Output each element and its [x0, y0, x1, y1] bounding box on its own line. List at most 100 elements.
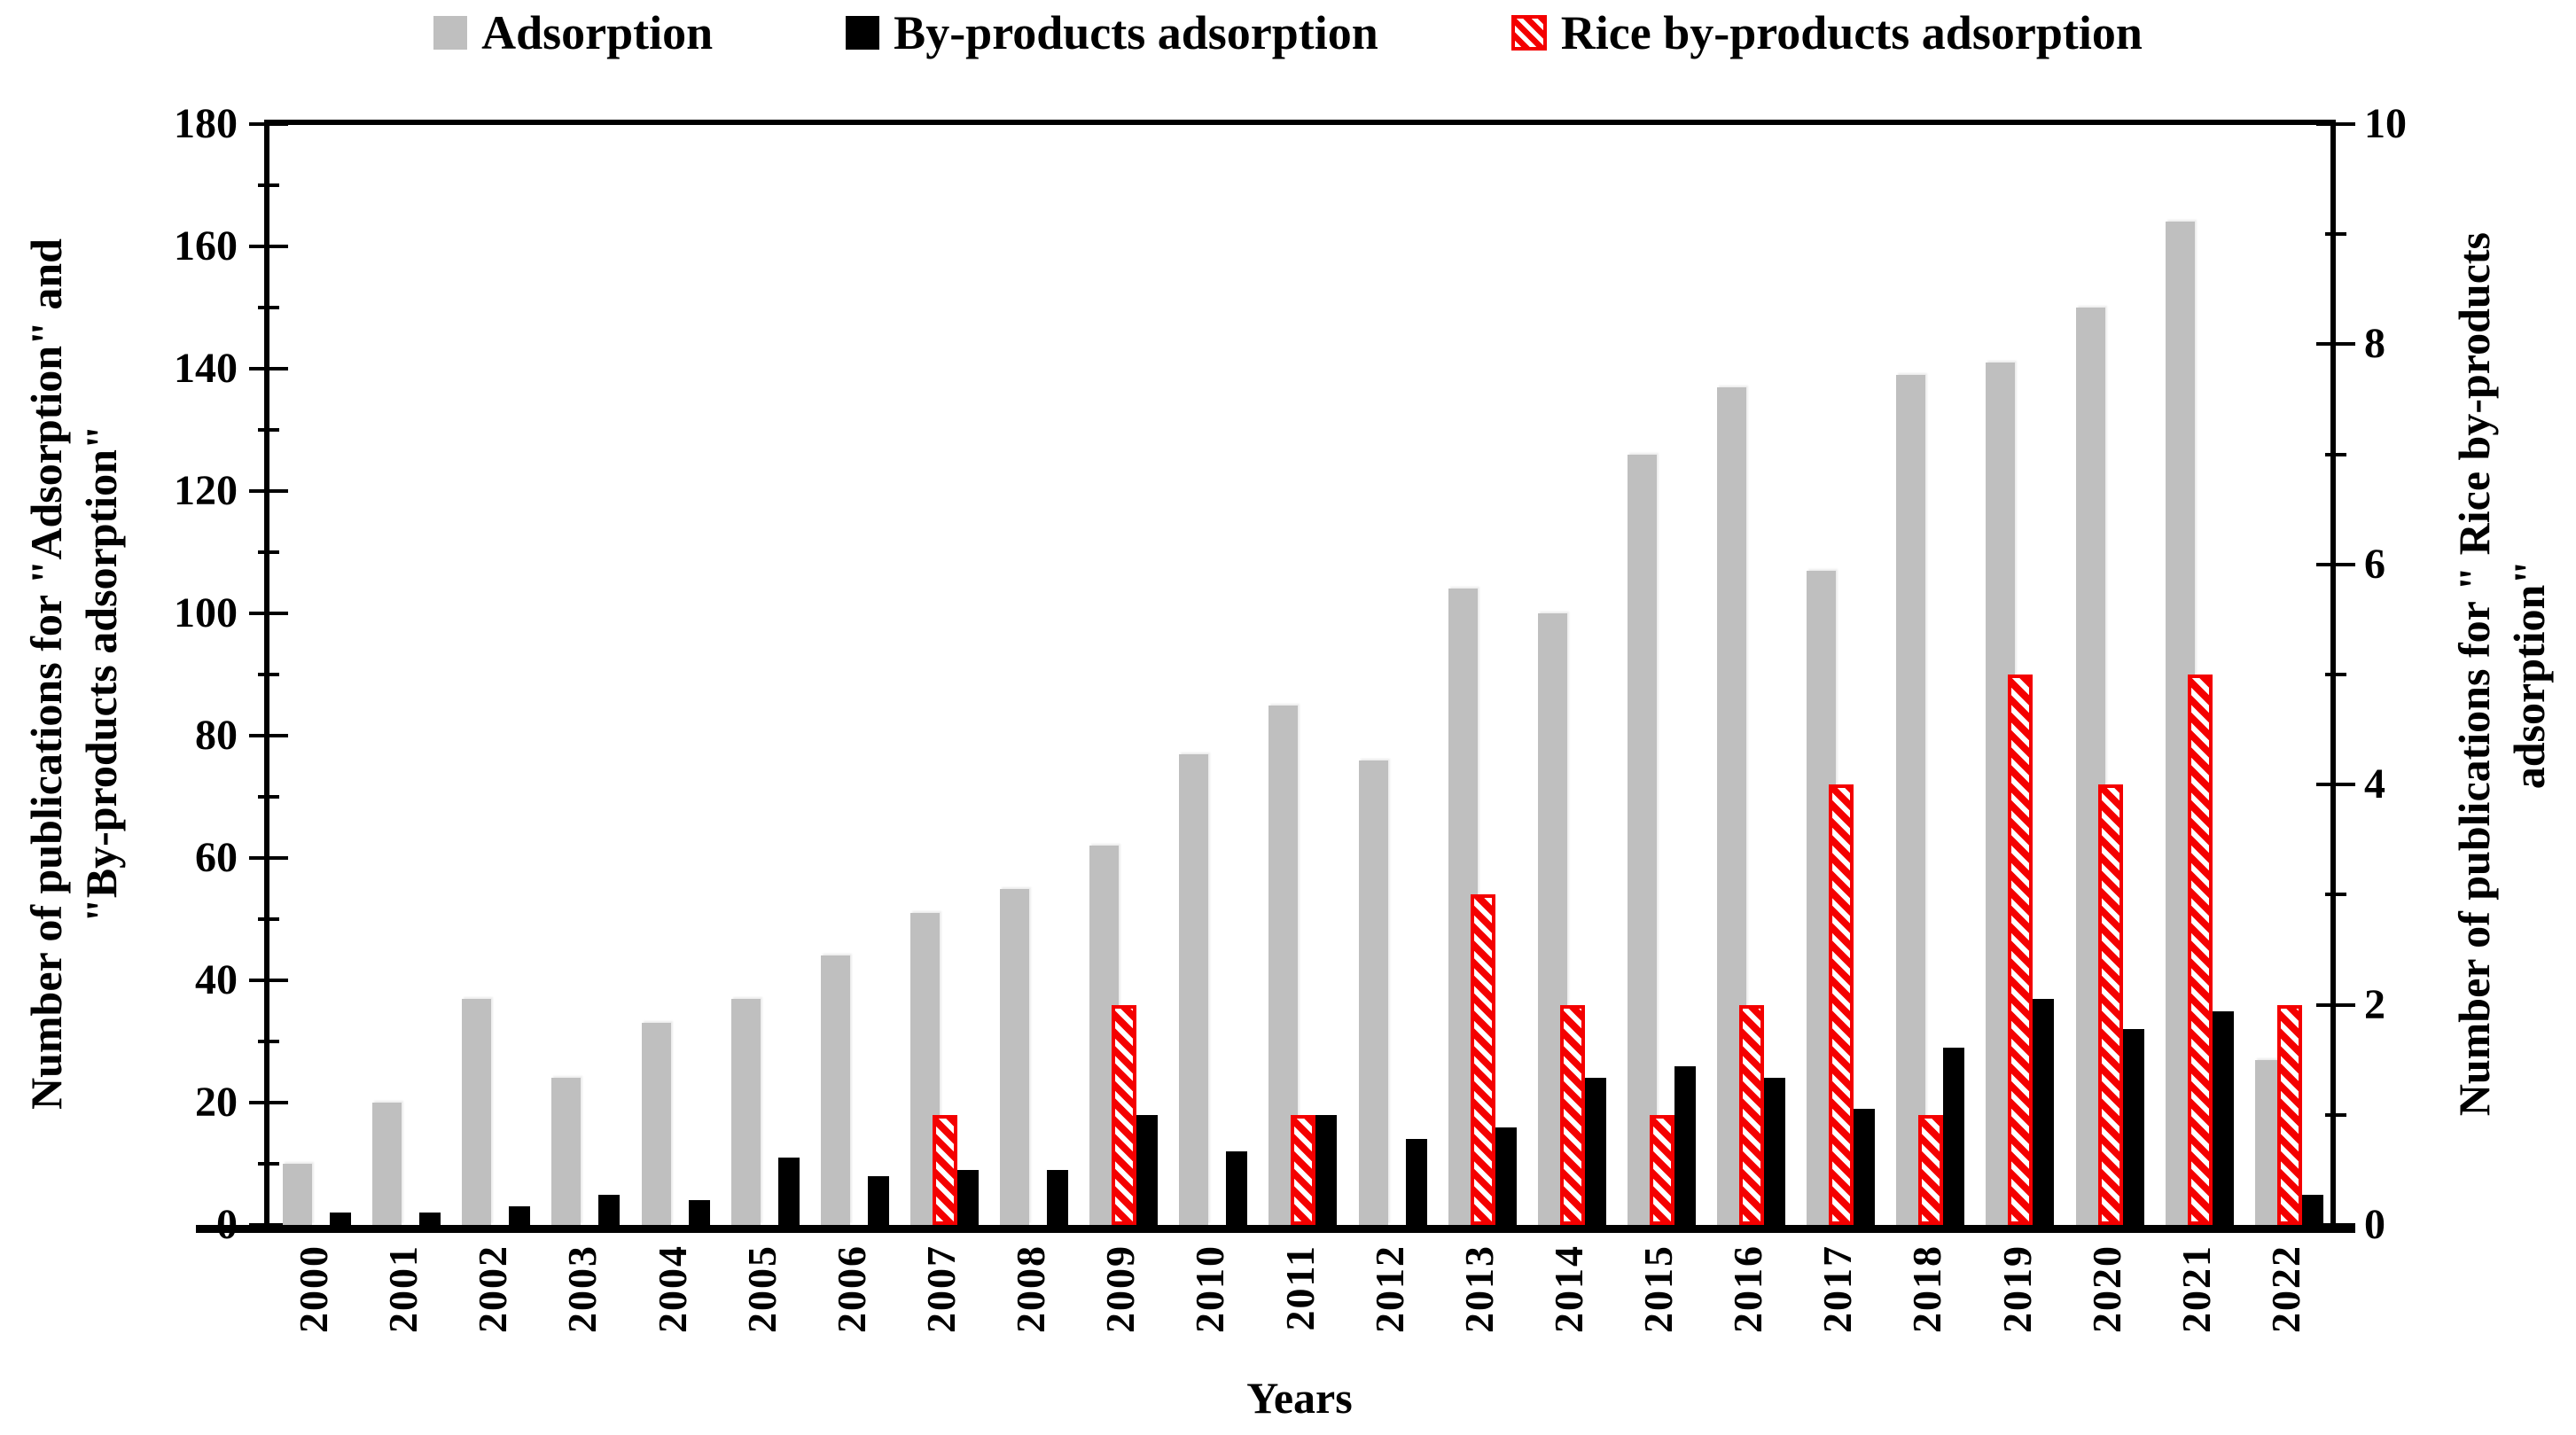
bar-adsorption-2003 [551, 1078, 582, 1225]
bar-byproducts-2012 [1405, 1139, 1427, 1225]
left-axis-title: Number of publications for "Adsorption" … [13, 124, 133, 1225]
bar-byproducts-2002 [509, 1206, 531, 1225]
left-tick-label: 80 [195, 712, 238, 759]
x-tick-label-text: 2005 [738, 1244, 785, 1333]
bar-adsorption-2006 [820, 955, 850, 1225]
x-tick-label-2011: 2011 [1275, 1244, 1324, 1377]
x-tick-label-2019: 2019 [1992, 1244, 2041, 1377]
x-tick-label-text: 2001 [380, 1244, 426, 1333]
x-tick-label-text: 2002 [470, 1244, 516, 1333]
x-axis-line [196, 1225, 2355, 1233]
bar-adsorption-2008 [1000, 888, 1030, 1225]
bar-byproducts-2007 [956, 1169, 979, 1225]
bar-rice-byproducts-2016 [1739, 1004, 1765, 1225]
left-major-tick [249, 122, 288, 126]
x-tick-label-text: 2011 [1276, 1244, 1323, 1331]
right-major-tick [2316, 342, 2355, 347]
left-tick-label: 160 [174, 222, 238, 269]
left-minor-tick [258, 306, 279, 309]
left-minor-tick [258, 550, 279, 554]
x-tick-label-text: 2007 [917, 1244, 964, 1333]
x-tick-label-text: 2004 [649, 1244, 695, 1333]
bar-rice-byproducts-2007 [932, 1114, 957, 1225]
left-tick-label: 40 [195, 956, 238, 1003]
bar-byproducts-2015 [1674, 1065, 1696, 1225]
plot-top-border [264, 120, 2336, 125]
legend-label: Rice by-products adsorption [1560, 6, 2143, 59]
x-tick-label-2022: 2022 [2260, 1244, 2310, 1377]
left-tick-label: 180 [174, 100, 238, 147]
bar-rice-byproducts-2015 [1649, 1114, 1674, 1225]
bar-byproducts-2006 [867, 1175, 889, 1225]
x-tick-label-2018: 2018 [1902, 1244, 1952, 1377]
bar-byproducts-2010 [1226, 1151, 1248, 1225]
left-minor-tick [258, 428, 279, 432]
x-tick-label-text: 2015 [1635, 1244, 1682, 1333]
left-major-tick [249, 489, 288, 493]
x-tick-label-2007: 2007 [916, 1244, 965, 1377]
x-tick-label-text: 2017 [1815, 1244, 1861, 1333]
bar-rice-byproducts-2018 [1918, 1114, 1944, 1225]
x-tick-label-2003: 2003 [558, 1244, 607, 1377]
x-tick-label-2001: 2001 [379, 1244, 428, 1377]
left-major-tick [249, 1101, 288, 1104]
right-major-tick [2316, 122, 2355, 126]
bar-rice-byproducts-2011 [1291, 1114, 1316, 1225]
bar-byproducts-2021 [2212, 1010, 2234, 1225]
right-major-tick [2316, 1002, 2355, 1007]
left-major-tick [249, 979, 288, 982]
x-tick-label-2021: 2021 [2171, 1244, 2221, 1377]
legend-label: Adsorption [481, 6, 714, 59]
x-tick-label-text: 2008 [1008, 1244, 1054, 1333]
bar-adsorption-2001 [372, 1103, 402, 1225]
legend-item-byproducts: By-products adsorption [846, 5, 1378, 60]
bar-byproducts-2009 [1136, 1114, 1159, 1225]
left-minor-tick [258, 673, 279, 676]
bar-rice-byproducts-2017 [1829, 784, 1854, 1225]
x-tick-label-2017: 2017 [1813, 1244, 1862, 1377]
left-tick-label: 60 [195, 834, 238, 881]
right-tick-label: 2 [2364, 980, 2385, 1028]
bar-adsorption-2012 [1358, 760, 1388, 1225]
left-major-tick [249, 367, 288, 370]
bar-byproducts-2022 [2301, 1194, 2323, 1225]
bar-rice-byproducts-2020 [2097, 784, 2123, 1225]
bar-rice-byproducts-2022 [2276, 1004, 2302, 1225]
left-minor-tick [258, 795, 279, 799]
left-minor-tick [258, 917, 279, 921]
right-major-tick [2316, 562, 2355, 566]
x-tick-label-2004: 2004 [647, 1244, 697, 1377]
right-minor-tick [2325, 673, 2346, 676]
left-major-tick [249, 1223, 288, 1227]
left-minor-tick [258, 183, 279, 187]
x-tick-label-text: 2021 [2173, 1244, 2219, 1333]
x-tick-label-2005: 2005 [737, 1244, 786, 1377]
bar-byproducts-2014 [1584, 1078, 1606, 1225]
bar-adsorption-2000 [283, 1164, 312, 1225]
left-major-tick [249, 734, 288, 737]
left-tick-label: 140 [174, 345, 238, 392]
bar-byproducts-2000 [330, 1213, 351, 1225]
bar-byproducts-2017 [1854, 1108, 1876, 1225]
x-tick-label-text: 2006 [828, 1244, 874, 1333]
bar-byproducts-2001 [419, 1213, 441, 1225]
left-major-tick [249, 612, 288, 615]
left-tick-label: 100 [174, 589, 238, 636]
left-tick-label: 20 [195, 1079, 238, 1126]
right-major-tick [2316, 783, 2355, 787]
right-tick-label: 4 [2364, 760, 2385, 808]
x-tick-label-2012: 2012 [1364, 1244, 1414, 1377]
bar-byproducts-2003 [598, 1194, 621, 1225]
legend: Adsorption By-products adsorption Rice b… [0, 5, 2576, 60]
bar-byproducts-2019 [2033, 998, 2055, 1225]
x-tick-label-text: 2013 [1456, 1244, 1502, 1333]
right-tick-label: 6 [2364, 540, 2385, 588]
x-tick-label-text: 2018 [1904, 1244, 1950, 1333]
left-major-tick [249, 856, 288, 860]
legend-label: By-products adsorption [894, 6, 1378, 59]
right-major-tick [2316, 1223, 2355, 1227]
left-tick-label: 0 [216, 1201, 238, 1248]
x-tick-label-2010: 2010 [1185, 1244, 1235, 1377]
bar-byproducts-2018 [1943, 1047, 1965, 1225]
